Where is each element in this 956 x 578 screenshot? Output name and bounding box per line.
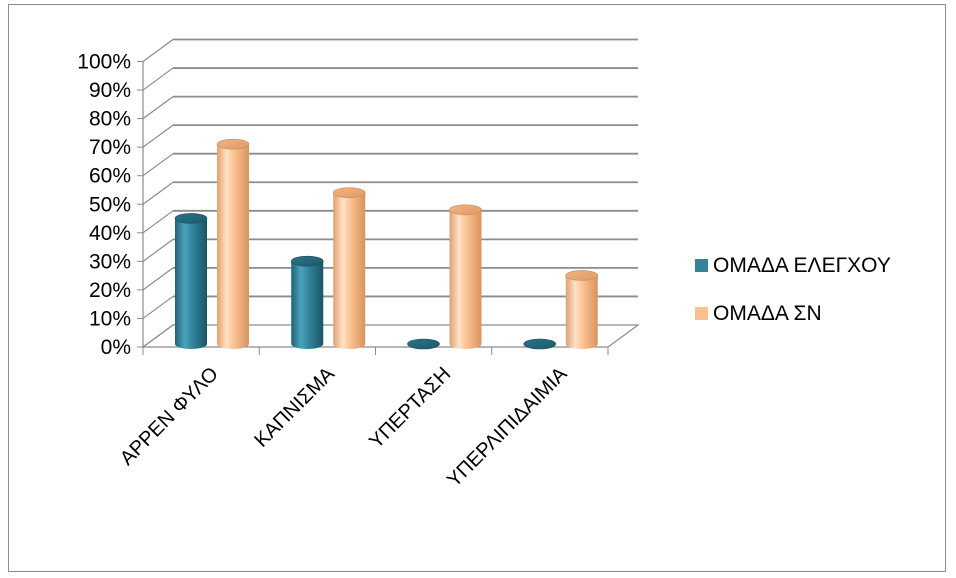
- y-tick-label: 70%: [89, 136, 131, 159]
- bar-top: [332, 187, 366, 198]
- y-tick-label: 100%: [77, 51, 131, 74]
- bar-body: [217, 144, 249, 349]
- gridline-side: [142, 210, 174, 234]
- gridline-side: [142, 181, 174, 205]
- gridline-side: [142, 39, 174, 62]
- bar-chart: 0% 10% 20% 30% 40% 50% 60% 70% 80% 90% 100% ΑΡΡΕΝ …: [77, 38, 891, 492]
- bar: [449, 204, 482, 349]
- legend: ΟΜΑΔΑ ΕΛΕΓΧΟΥ ΟΜΑΔΑ ΣΝ: [695, 254, 891, 325]
- bar-top: [407, 338, 440, 350]
- bar-top: [449, 204, 482, 216]
- legend-item: ΟΜΑΔΑ ΕΛΕΓΧΟΥ: [695, 254, 891, 277]
- x-tick-label: ΥΠΕΡΤΑΣΗ: [365, 363, 455, 453]
- gridline-side: [142, 124, 174, 148]
- gridline-side: [142, 295, 174, 319]
- bar-body: [175, 218, 207, 349]
- bar-body: [333, 192, 366, 349]
- bar: [407, 338, 440, 350]
- bar-body: [449, 209, 482, 349]
- bar-top: [174, 213, 208, 224]
- y-tick-label: 30%: [89, 250, 131, 273]
- gridlines: [142, 38, 638, 348]
- bar-top: [290, 255, 324, 267]
- x-tick-label: ΥΠΕΡΛΙΠΙΔΑΙΜΙΑ: [443, 363, 572, 492]
- bar-body: [291, 261, 324, 349]
- bar-top: [216, 138, 250, 150]
- gridline-side: [142, 267, 174, 291]
- bar: [174, 213, 208, 349]
- y-tick-label: 80%: [89, 108, 131, 131]
- legend-swatch: [695, 259, 708, 272]
- legend-label: ΟΜΑΔΑ ΕΛΕΓΧΟΥ: [713, 254, 891, 277]
- gridline-side: [142, 67, 174, 91]
- x-tick-label: ΚΑΠΝΙΣΜΑ: [250, 363, 339, 452]
- bar-body: [565, 275, 598, 349]
- gridline-side: [142, 324, 174, 348]
- bars: [174, 138, 599, 350]
- y-tick-label: 20%: [89, 279, 131, 302]
- gridline-side: [142, 238, 174, 262]
- chart-area: 0% 10% 20% 30% 40% 50% 60% 70% 80% 90% 100% ΑΡΡΕΝ …: [8, 4, 946, 572]
- bar: [332, 187, 366, 349]
- bar: [216, 138, 250, 349]
- y-tick-label: 40%: [89, 222, 131, 245]
- gridline-side: [142, 153, 174, 177]
- legend-item: ΟΜΑΔΑ ΣΝ: [695, 302, 822, 325]
- bar-top: [565, 270, 599, 281]
- bar: [565, 270, 599, 349]
- gridline-side: [142, 96, 174, 120]
- legend-label: ΟΜΑΔΑ ΣΝ: [713, 302, 822, 325]
- y-tick-label: 10%: [89, 307, 131, 330]
- y-tick-label: 0%: [101, 336, 131, 359]
- legend-swatch: [695, 307, 708, 320]
- bar: [290, 255, 324, 349]
- bar-top: [523, 338, 557, 350]
- bar: [523, 338, 557, 350]
- x-tick-label: ΑΡΡΕΝ ΦΥΛΟ: [116, 363, 223, 470]
- y-tick-label: 50%: [89, 193, 131, 216]
- y-tick-label: 60%: [89, 165, 131, 188]
- y-tick-label: 90%: [89, 79, 131, 102]
- y-axis-ticks: 0% 10% 20% 30% 40% 50% 60% 70% 80% 90% 100%: [77, 51, 143, 359]
